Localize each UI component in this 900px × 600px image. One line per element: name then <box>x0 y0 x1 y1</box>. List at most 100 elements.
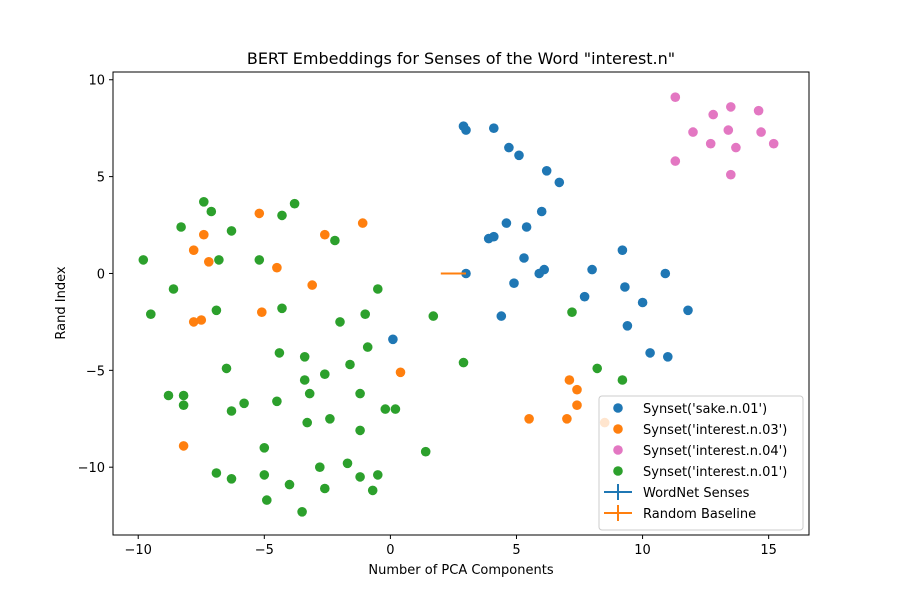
scatter-point <box>390 404 401 414</box>
scatter-point <box>355 425 365 436</box>
scatter-point <box>726 169 736 180</box>
scatter-point <box>367 485 378 496</box>
scatter-point <box>380 404 391 414</box>
scatter-point <box>196 315 207 325</box>
scatter-point <box>395 367 406 378</box>
scatter-point <box>536 206 547 217</box>
x-tick-label: 10 <box>634 543 651 558</box>
chart-title: BERT Embeddings for Senses of the Word "… <box>247 49 675 68</box>
scatter-point <box>670 92 681 102</box>
scatter-point <box>524 414 534 424</box>
scatter-point <box>579 291 590 302</box>
plot-frame <box>112 71 810 536</box>
scatter-point <box>199 197 209 207</box>
y-tick-label: 10 <box>88 74 105 89</box>
scatter-point <box>178 400 189 411</box>
scatter-point <box>726 102 736 112</box>
y-tick-label: −10 <box>78 461 105 476</box>
x-tick-label: −10 <box>124 543 151 558</box>
scatter-point <box>420 446 431 457</box>
y-tick-label: 0 <box>97 267 105 282</box>
scatter-point <box>277 210 287 221</box>
scatter-point <box>660 268 671 279</box>
scatter-point <box>259 470 270 480</box>
scatter-point <box>239 398 249 409</box>
scatter-point <box>756 127 766 137</box>
scatter-point <box>373 284 383 294</box>
legend-label: Synset('sake.n.01') <box>643 402 767 417</box>
scatter-point <box>489 123 499 133</box>
scatter-point <box>592 363 602 374</box>
plot-marks <box>138 92 779 517</box>
scatter-point <box>617 245 628 255</box>
scatter-point <box>360 309 371 320</box>
scatter-point <box>259 443 270 453</box>
scatter-point <box>178 441 189 451</box>
x-tick-label: 0 <box>386 543 394 558</box>
scatter-point <box>302 417 313 428</box>
legend-marker <box>613 403 623 413</box>
x-axis-title: Number of PCA Components <box>368 563 553 578</box>
x-tick-label: 15 <box>760 543 777 558</box>
scatter-point <box>320 483 330 494</box>
scatter-point <box>562 414 572 424</box>
scatter-point <box>188 317 199 327</box>
x-tick-label: 5 <box>512 543 520 558</box>
scatter-point <box>307 280 318 290</box>
scatter-point <box>188 245 199 255</box>
scatter-point <box>501 218 512 228</box>
scatter-point <box>211 305 222 316</box>
scatter-point <box>534 268 544 279</box>
scatter-point <box>289 198 300 209</box>
scatter-point <box>211 468 222 478</box>
scatter-point <box>272 396 282 407</box>
scatter-point <box>277 303 287 314</box>
y-tick-label: 5 <box>97 171 105 186</box>
scatter-point <box>461 125 471 135</box>
legend-label: WordNet Senses <box>643 486 750 501</box>
x-tick-label: −5 <box>255 543 274 558</box>
scatter-point <box>567 307 577 318</box>
scatter-point <box>554 177 565 188</box>
scatter-point <box>509 278 519 289</box>
scatter-point <box>521 222 532 232</box>
scatter-point <box>373 470 383 480</box>
scatter-point <box>138 255 149 265</box>
scatter-point <box>342 458 353 469</box>
scatter-point <box>663 352 673 362</box>
legend-label: Synset('interest.n.04') <box>643 444 787 459</box>
legend: Synset('sake.n.01') Synset('interest.n.03… <box>598 395 804 531</box>
legend-label: Synset('interest.n.01') <box>643 465 787 480</box>
scatter-point <box>541 166 552 176</box>
scatter-point <box>620 282 630 292</box>
scatter-point <box>320 229 330 240</box>
scatter-point <box>325 414 335 424</box>
legend-box <box>598 395 804 531</box>
scatter-point <box>645 348 655 358</box>
y-axis-title: Rand Index <box>54 266 69 339</box>
scatter-point <box>226 474 237 484</box>
scatter-point <box>299 375 310 385</box>
scatter-point <box>226 406 237 416</box>
scatter-point <box>345 359 355 370</box>
scatter-point <box>587 264 597 275</box>
scatter-point <box>146 309 156 320</box>
scatter-point <box>330 235 340 246</box>
scatter-point <box>176 222 186 232</box>
scatter-point <box>489 231 499 242</box>
legend-label: Random Baseline <box>643 507 756 522</box>
scatter-point <box>254 208 265 219</box>
legend-label: Synset('interest.n.03') <box>643 423 787 438</box>
scatter-point <box>357 218 368 228</box>
scatter-point <box>168 284 179 294</box>
scatter-point <box>206 206 217 217</box>
scatter-point <box>708 109 718 120</box>
scatter-point <box>355 388 365 399</box>
scatter-point <box>622 321 633 331</box>
scatter-point <box>299 352 310 362</box>
scatter-point <box>274 348 285 358</box>
scatter-point <box>335 317 345 327</box>
scatter-point <box>564 375 575 385</box>
scatter-point <box>572 384 582 395</box>
scatter-point <box>226 226 237 236</box>
